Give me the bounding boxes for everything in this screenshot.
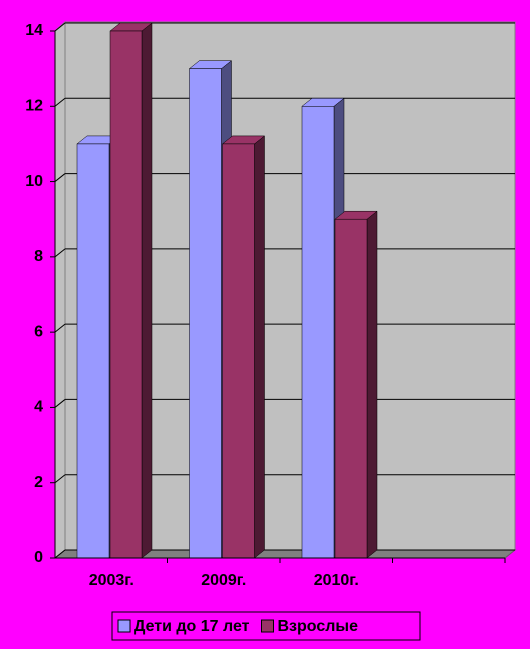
grid-line-side xyxy=(54,248,66,258)
bars xyxy=(76,22,378,559)
bar xyxy=(109,30,143,559)
x-tick-label: 2010г. xyxy=(314,572,359,589)
bar-side xyxy=(366,210,378,559)
grid-line-side xyxy=(54,173,66,182)
bar-side xyxy=(254,135,265,559)
grid-line-side xyxy=(54,97,66,107)
grid-line-side xyxy=(54,399,66,408)
y-tick-label: 10 xyxy=(25,173,43,190)
bar-side xyxy=(141,22,153,559)
grid-line-side xyxy=(54,323,66,333)
y-tick-label: 12 xyxy=(25,98,43,115)
x-tick-label: 2009г. xyxy=(201,572,246,589)
bar xyxy=(334,218,368,559)
legend-swatch xyxy=(117,619,131,633)
legend-label: Взрослые xyxy=(278,618,359,635)
y-tick-label: 14 xyxy=(25,22,43,39)
y-tick-label: 2 xyxy=(34,474,43,491)
y-tick-label: 0 xyxy=(34,549,43,566)
bar xyxy=(301,106,335,559)
x-tick-label: 2003г. xyxy=(89,572,134,589)
bar xyxy=(189,68,222,559)
y-tick-label: 4 xyxy=(34,399,43,416)
legend-label: Дети до 17 лет xyxy=(134,618,250,635)
grid-line-side xyxy=(54,22,66,32)
grid-line-side xyxy=(54,549,66,559)
bar xyxy=(76,143,110,559)
legend-swatch xyxy=(261,619,274,633)
legend-items: Дети до 17 лет Взрослые xyxy=(117,618,359,635)
y-tick-label: 6 xyxy=(34,323,43,340)
y-tick-label: 8 xyxy=(34,248,43,265)
grid-line-side xyxy=(54,474,66,484)
bar xyxy=(222,143,255,559)
